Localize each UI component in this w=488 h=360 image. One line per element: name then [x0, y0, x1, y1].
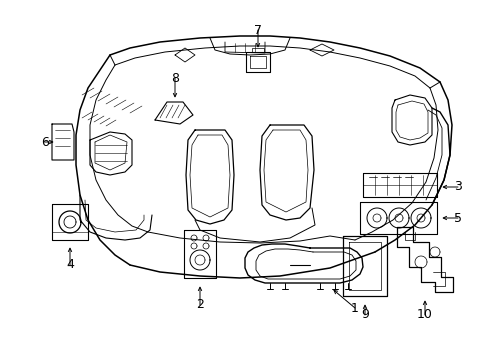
- Text: 6: 6: [41, 135, 49, 148]
- Text: 8: 8: [171, 72, 179, 85]
- Text: 3: 3: [453, 180, 461, 194]
- Text: 1: 1: [350, 302, 358, 315]
- Text: 9: 9: [360, 309, 368, 321]
- Text: 5: 5: [453, 211, 461, 225]
- Text: 2: 2: [196, 298, 203, 311]
- Text: 10: 10: [416, 309, 432, 321]
- Text: 7: 7: [253, 23, 262, 36]
- Text: 4: 4: [66, 258, 74, 271]
